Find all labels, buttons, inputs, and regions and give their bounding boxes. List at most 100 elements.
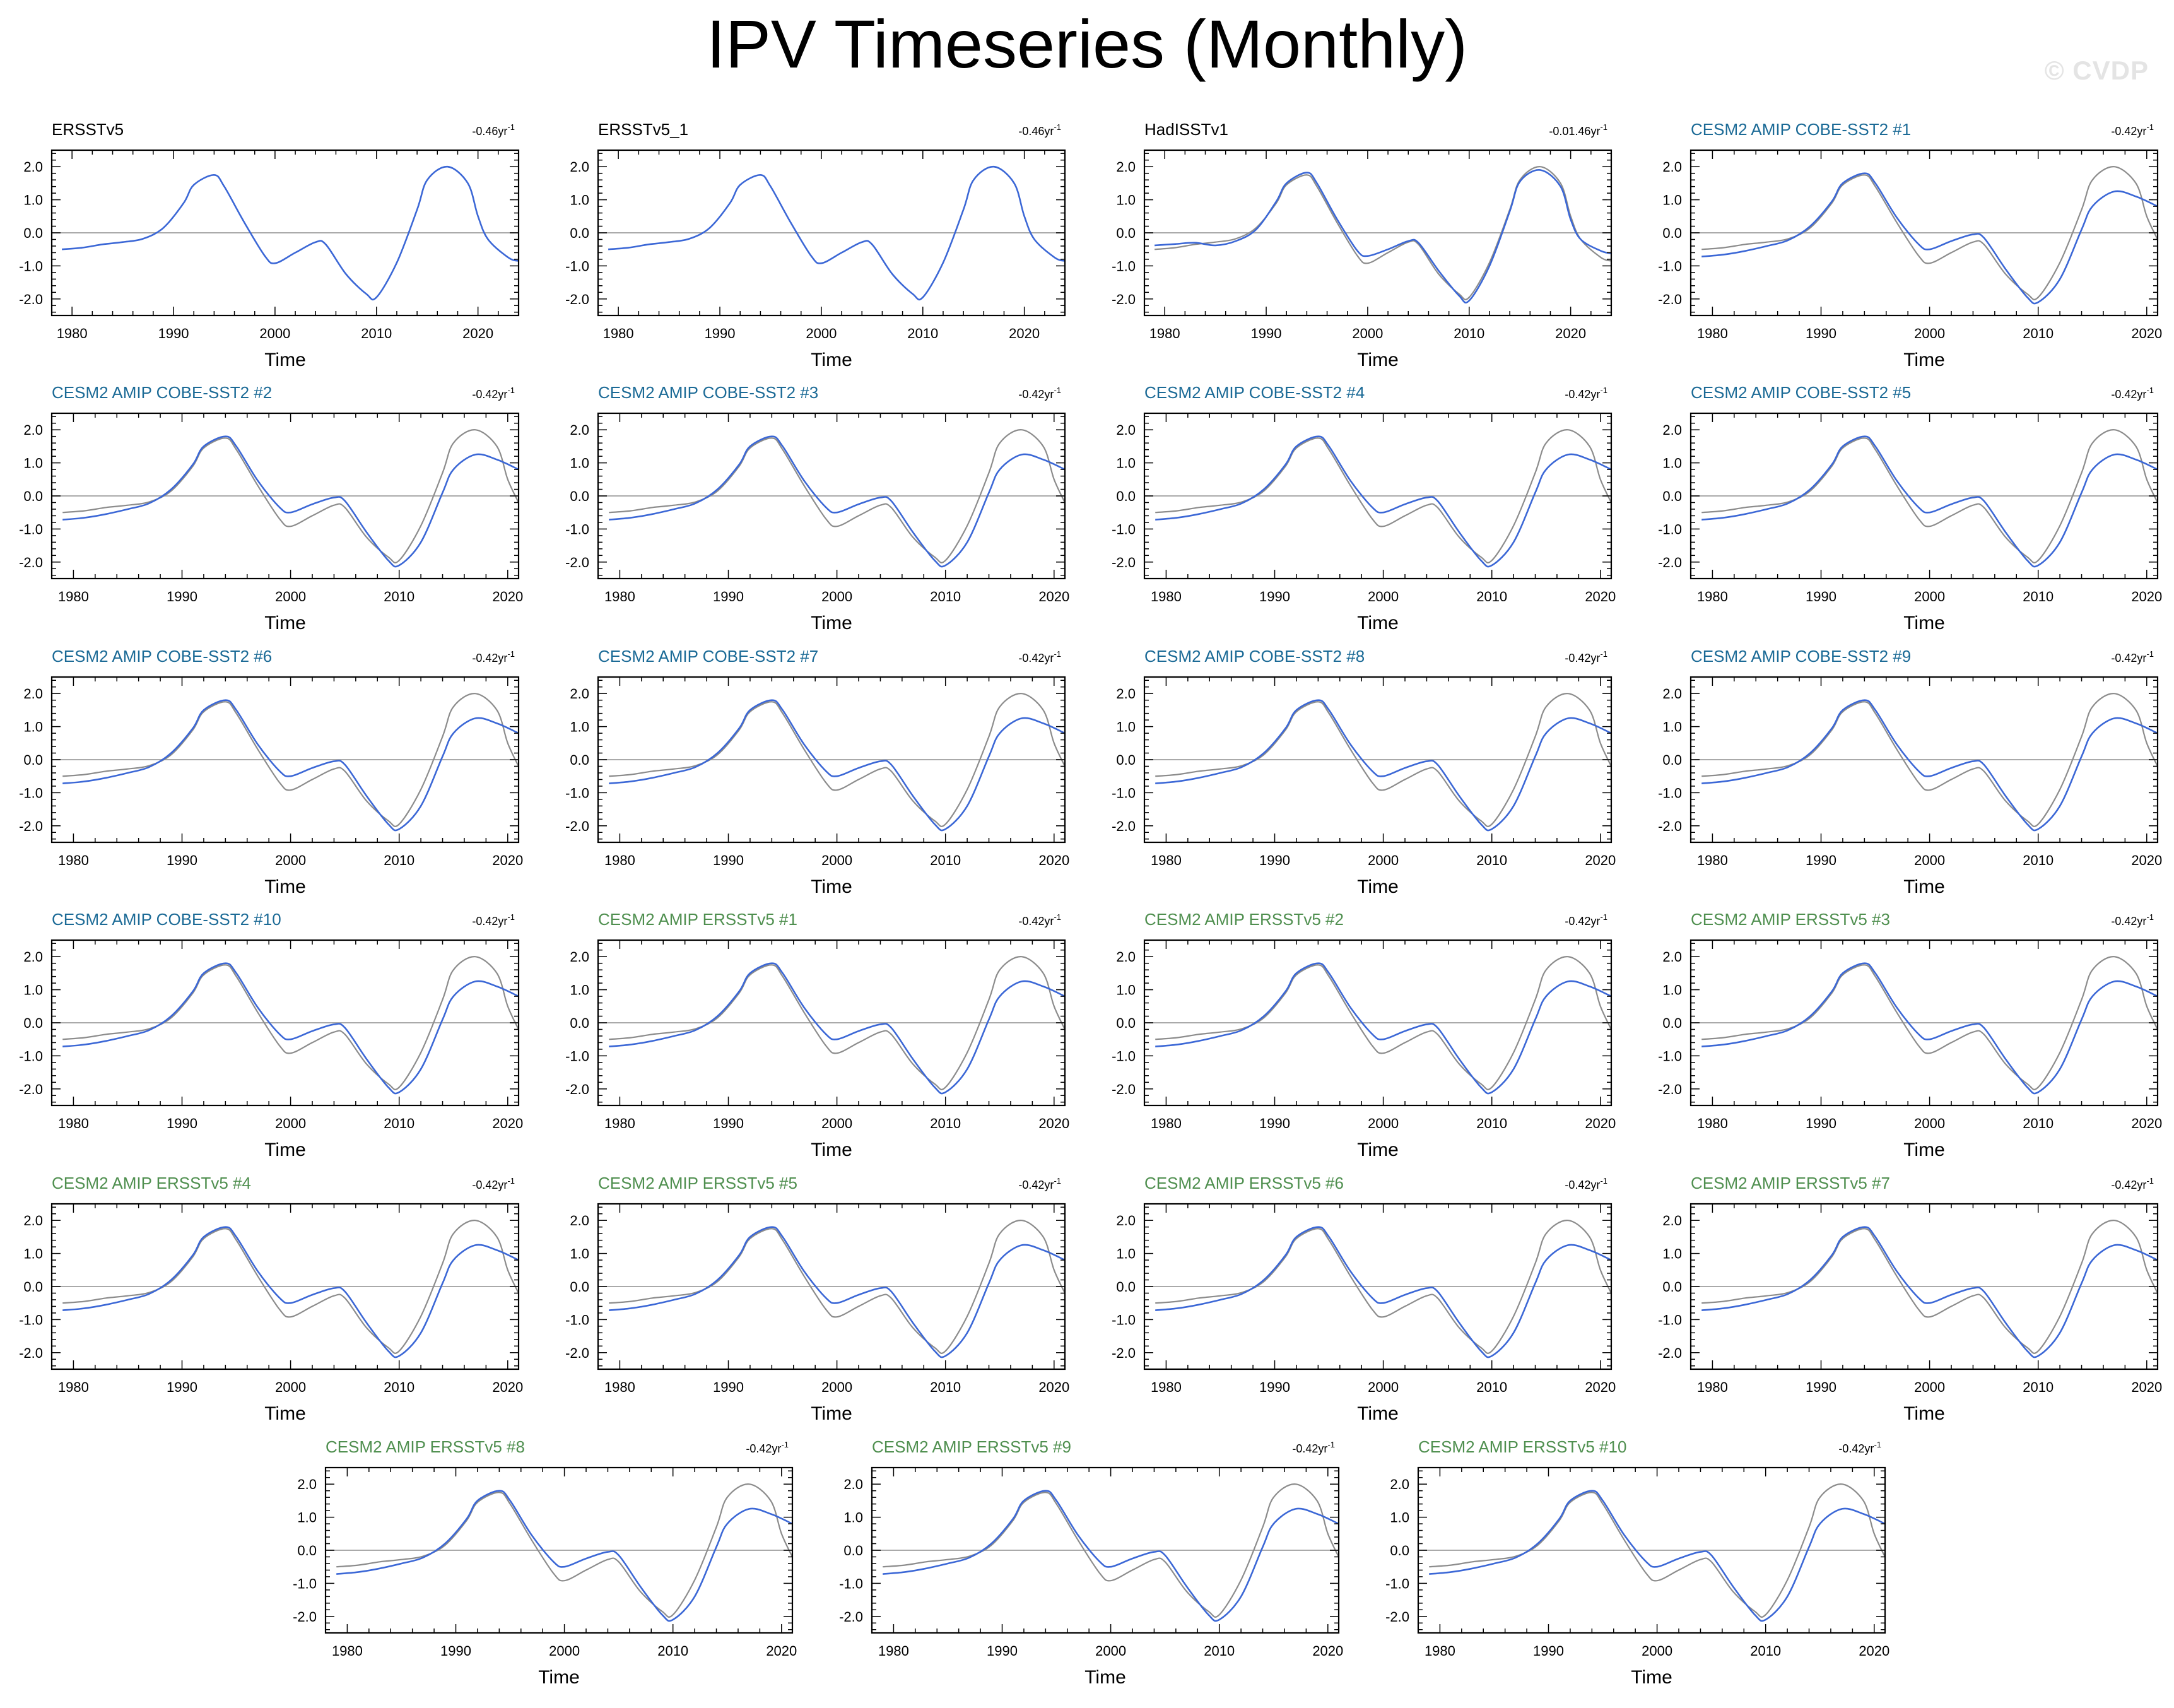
y-tick-label: 0.0: [23, 752, 43, 768]
x-tick-label: 1990: [158, 326, 189, 341]
y-tick-label: -2.0: [565, 818, 589, 834]
x-tick-label: 2020: [1555, 326, 1586, 341]
y-tick-label: 2.0: [570, 1213, 589, 1228]
x-tick-label: 2020: [1038, 1116, 1069, 1131]
x-tick-label: 2000: [821, 1379, 852, 1395]
x-tick-label: 1980: [1697, 589, 1728, 604]
trend-exponent: -1: [2146, 649, 2154, 659]
y-tick-label: 0.0: [1662, 225, 1682, 241]
x-tick-label: 2020: [1585, 1116, 1616, 1131]
trend-exponent: -1: [507, 122, 515, 132]
trend-exponent: -1: [781, 1440, 789, 1449]
x-axis-label: Time: [1631, 1667, 1672, 1688]
panel-title: CESM2 AMIP COBE-SST2 #4: [1144, 383, 1365, 402]
panel-title: ERSSTv5: [52, 120, 124, 139]
x-tick-label: 1990: [440, 1643, 471, 1659]
panel-title: CESM2 AMIP COBE-SST2 #3: [598, 383, 818, 402]
x-tick-label: 2000: [806, 326, 837, 341]
panel-title: ERSSTv5_1: [598, 120, 688, 139]
y-tick-label: -2.0: [1658, 818, 1682, 834]
x-tick-label: 2020: [462, 326, 493, 341]
y-tick-label: -2.0: [565, 555, 589, 570]
trend-label: -0.42yr-1: [2111, 122, 2154, 138]
trend-exponent: -1: [507, 1176, 515, 1186]
trend-label: -0.42yr-1: [2111, 912, 2154, 928]
y-tick-label: -2.0: [19, 292, 43, 307]
y-tick-label: 0.0: [1662, 752, 1682, 768]
x-tick-label: 1980: [1697, 1116, 1728, 1131]
y-tick-label: -2.0: [1658, 555, 1682, 570]
x-tick-label: 2020: [1585, 1379, 1616, 1395]
x-tick-label: 2010: [930, 1379, 961, 1395]
x-tick-label: 2020: [1859, 1643, 1889, 1659]
trend-exponent: -1: [1054, 1176, 1061, 1186]
y-tick-label: 0.0: [23, 225, 43, 241]
model-series-line: [1701, 962, 2158, 1095]
x-tick-label: 2010: [2023, 326, 2054, 341]
trend-label: -0.46yr-1: [1018, 122, 1061, 138]
x-tick-label: 2020: [492, 1116, 523, 1131]
trend-exponent: -1: [1600, 912, 1607, 922]
x-tick-label: 1990: [1806, 589, 1836, 604]
y-tick-label: 2.0: [23, 1213, 43, 1228]
y-tick-label: 2.0: [1390, 1476, 1409, 1492]
x-tick-label: 2010: [361, 326, 392, 341]
panel-title: CESM2 AMIP ERSSTv5 #10: [1418, 1437, 1626, 1456]
y-tick-label: 1.0: [570, 1246, 589, 1262]
y-tick-label: 2.0: [570, 949, 589, 965]
panel-7: CESM2 AMIP COBE-SST2 #4 -0.42yr-1 -2.0 -1.0…: [1112, 383, 1616, 633]
y-tick-label: 1.0: [1662, 456, 1682, 471]
x-tick-label: 2020: [1038, 1379, 1069, 1395]
x-tick-label: 1990: [713, 1379, 744, 1395]
x-tick-label: 2020: [1009, 326, 1040, 341]
y-tick-label: -1.0: [19, 258, 43, 274]
y-tick-label: 1.0: [570, 982, 589, 998]
x-tick-label: 1980: [332, 1643, 363, 1659]
model-series-line: [609, 1226, 1066, 1358]
x-tick-label: 1990: [1259, 589, 1290, 604]
x-axis-label: Time: [811, 1140, 852, 1160]
trend-label: -0.42yr-1: [2111, 386, 2154, 401]
panel-21: CESM2 AMIP ERSSTv5 #8 -0.42yr-1 -2.0 -1.0 0.…: [293, 1437, 797, 1688]
model-series-line: [1155, 1226, 1612, 1358]
x-tick-label: 1990: [713, 589, 744, 604]
x-tick-label: 2010: [657, 1643, 688, 1659]
panel-title: CESM2 AMIP ERSSTv5 #9: [872, 1437, 1071, 1456]
x-tick-label: 1980: [58, 1379, 89, 1395]
y-tick-label: 2.0: [570, 422, 589, 438]
x-tick-label: 2020: [2131, 852, 2162, 868]
model-series-line: [1155, 435, 1612, 568]
y-tick-label: 1.0: [1662, 982, 1682, 998]
x-tick-label: 2000: [275, 852, 306, 868]
y-tick-label: 1.0: [23, 192, 43, 208]
y-tick-label: -2.0: [1112, 292, 1136, 307]
y-tick-label: 1.0: [23, 719, 43, 735]
y-tick-label: -1.0: [1658, 1312, 1682, 1328]
y-tick-label: 0.0: [1116, 488, 1136, 504]
x-tick-label: 1980: [58, 1116, 89, 1131]
panel-20: CESM2 AMIP ERSSTv5 #7 -0.42yr-1 -2.0 -1.0 0.…: [1658, 1174, 2162, 1424]
x-axis-label: Time: [811, 876, 852, 897]
y-tick-label: 2.0: [1662, 1213, 1682, 1228]
x-tick-label: 1990: [1251, 326, 1282, 341]
x-axis-label: Time: [811, 1403, 852, 1424]
model-series-line: [1429, 1490, 1886, 1622]
y-tick-label: 2.0: [23, 422, 43, 438]
trend-exponent: -1: [1600, 1176, 1607, 1186]
x-tick-label: 1990: [1259, 852, 1290, 868]
model-series-line: [62, 435, 519, 568]
panel-14: CESM2 AMIP ERSSTv5 #1 -0.42yr-1 -2.0 -1.0 0.…: [565, 910, 1069, 1160]
y-tick-label: -2.0: [1112, 1345, 1136, 1361]
x-tick-label: 1980: [1425, 1643, 1455, 1659]
trend-label: -0.42yr-1: [2111, 649, 2154, 664]
panel-title: CESM2 AMIP COBE-SST2 #7: [598, 647, 818, 666]
y-tick-label: -1.0: [1385, 1575, 1409, 1591]
x-tick-label: 2000: [1642, 1643, 1672, 1659]
y-tick-label: 0.0: [843, 1543, 863, 1558]
y-tick-label: -1.0: [19, 785, 43, 801]
panel-13: CESM2 AMIP COBE-SST2 #10 -0.42yr-1 -2.0 -1.…: [19, 910, 523, 1160]
x-axis-label: Time: [1903, 350, 1945, 370]
series-line: [62, 165, 519, 301]
x-axis-label: Time: [1903, 1403, 1945, 1424]
